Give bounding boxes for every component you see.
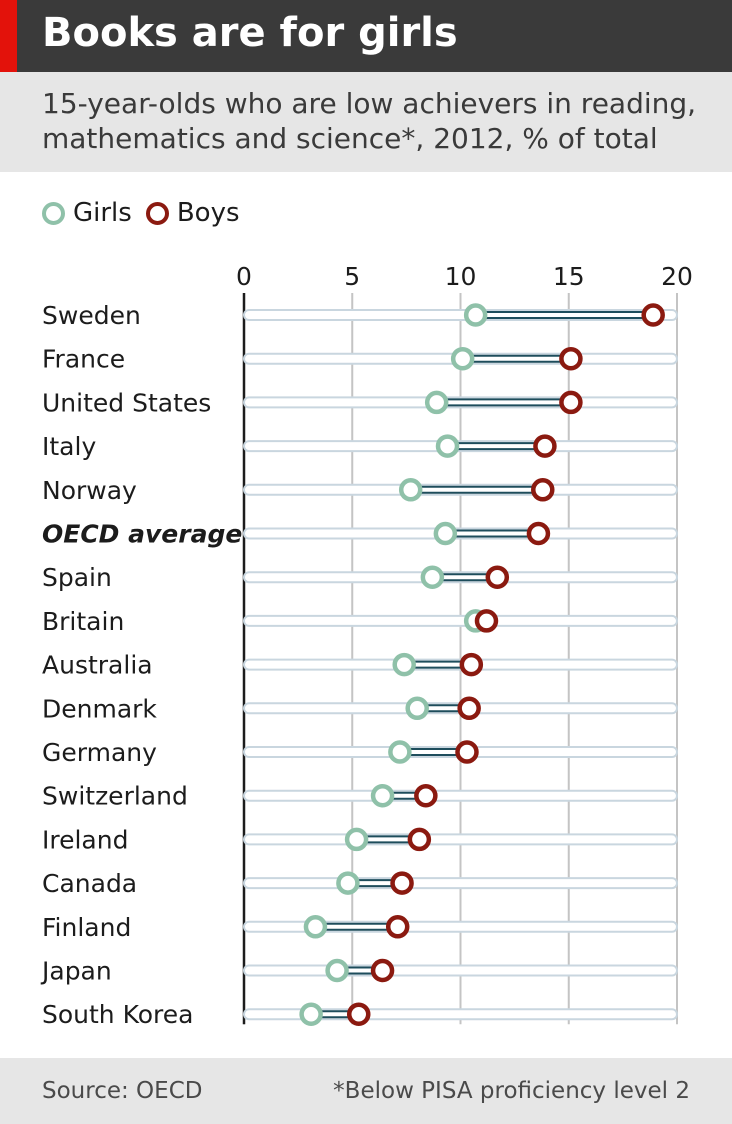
footer-band (0, 1058, 732, 1124)
girls-point (344, 827, 369, 852)
accent-bar (0, 0, 17, 72)
category-label: South Korea (42, 1000, 193, 1029)
x-tick-label: 5 (344, 262, 360, 291)
category-label: Switzerland (42, 782, 188, 811)
legend-item-boys: Boys (145, 198, 240, 228)
row-track (243, 964, 678, 977)
chart-title: Books are for girls (42, 10, 458, 56)
boys-point (455, 740, 479, 764)
category-label: Germany (42, 738, 157, 767)
boys-point (559, 346, 583, 371)
category-label: France (42, 345, 125, 374)
girls-point (388, 740, 412, 764)
girls-point (405, 696, 429, 721)
boys-point (559, 390, 583, 415)
dot-plot-chart: 0 5 10 15 20 Sweden France United States Italy No… (40, 262, 693, 1029)
row-track (243, 440, 678, 453)
boys-point (390, 871, 414, 895)
row-track (243, 483, 678, 496)
girls-point (435, 434, 460, 458)
source-note: Source: OECD (42, 1078, 203, 1104)
category-label: Britain (42, 607, 124, 636)
boys-point (526, 521, 551, 546)
legend-label-boys: Boys (176, 198, 240, 228)
subtitle-band (0, 72, 732, 172)
chart-subtitle: 15-year-olds who are low achievers in re… (42, 87, 697, 155)
boys-point (474, 609, 499, 633)
category-label: United States (42, 388, 211, 417)
row-track (243, 614, 678, 627)
header-bar (0, 0, 732, 72)
x-tick-label: 20 (661, 262, 693, 291)
legend-item-girls: Girls (42, 198, 132, 228)
girls-point (392, 652, 416, 677)
category-label: Italy (42, 432, 96, 461)
legend-label-girls: Girls (73, 198, 132, 228)
row-track (243, 877, 678, 890)
girls-marker-icon (42, 201, 65, 225)
x-tick-label: 10 (445, 262, 477, 291)
category-label: Japan (40, 957, 112, 986)
girls-point (398, 478, 423, 502)
girls-point (420, 565, 445, 589)
girls-point (370, 783, 395, 808)
girls-point (433, 521, 458, 546)
category-label: OECD average (42, 520, 242, 549)
x-tick-label: 15 (553, 262, 585, 291)
girls-point (303, 915, 328, 939)
boys-point (346, 1002, 371, 1026)
legend: Girls Boys (42, 196, 254, 230)
boys-point (414, 783, 438, 808)
boys-point (370, 958, 395, 983)
girls-point (325, 958, 349, 983)
row-track (243, 527, 678, 540)
girls-point (299, 1002, 323, 1026)
girls-point (450, 346, 475, 371)
category-label: Spain (42, 563, 112, 592)
boys-point (531, 478, 555, 502)
category-label: Denmark (42, 694, 157, 723)
boys-point (641, 303, 665, 327)
row-track (243, 833, 678, 846)
boys-point (459, 652, 484, 677)
footnote: *Below PISA proficiency level 2 (333, 1078, 690, 1104)
boys-point (533, 434, 557, 458)
x-tick-label: 0 (236, 262, 252, 291)
row-track (243, 789, 678, 802)
boys-point (407, 827, 432, 852)
category-label: Australia (42, 651, 153, 680)
girls-point (463, 303, 488, 327)
girls-point (424, 390, 449, 415)
category-label: Finland (42, 913, 131, 942)
category-label: Sweden (42, 301, 141, 330)
boys-marker-icon (145, 201, 169, 225)
girls-point (336, 871, 360, 895)
boys-point (385, 915, 410, 939)
category-label: Ireland (42, 825, 128, 854)
boys-point (457, 696, 481, 721)
boys-point (485, 565, 510, 589)
category-label: Canada (42, 869, 137, 898)
row-track (243, 571, 678, 584)
category-label: Norway (42, 476, 137, 505)
